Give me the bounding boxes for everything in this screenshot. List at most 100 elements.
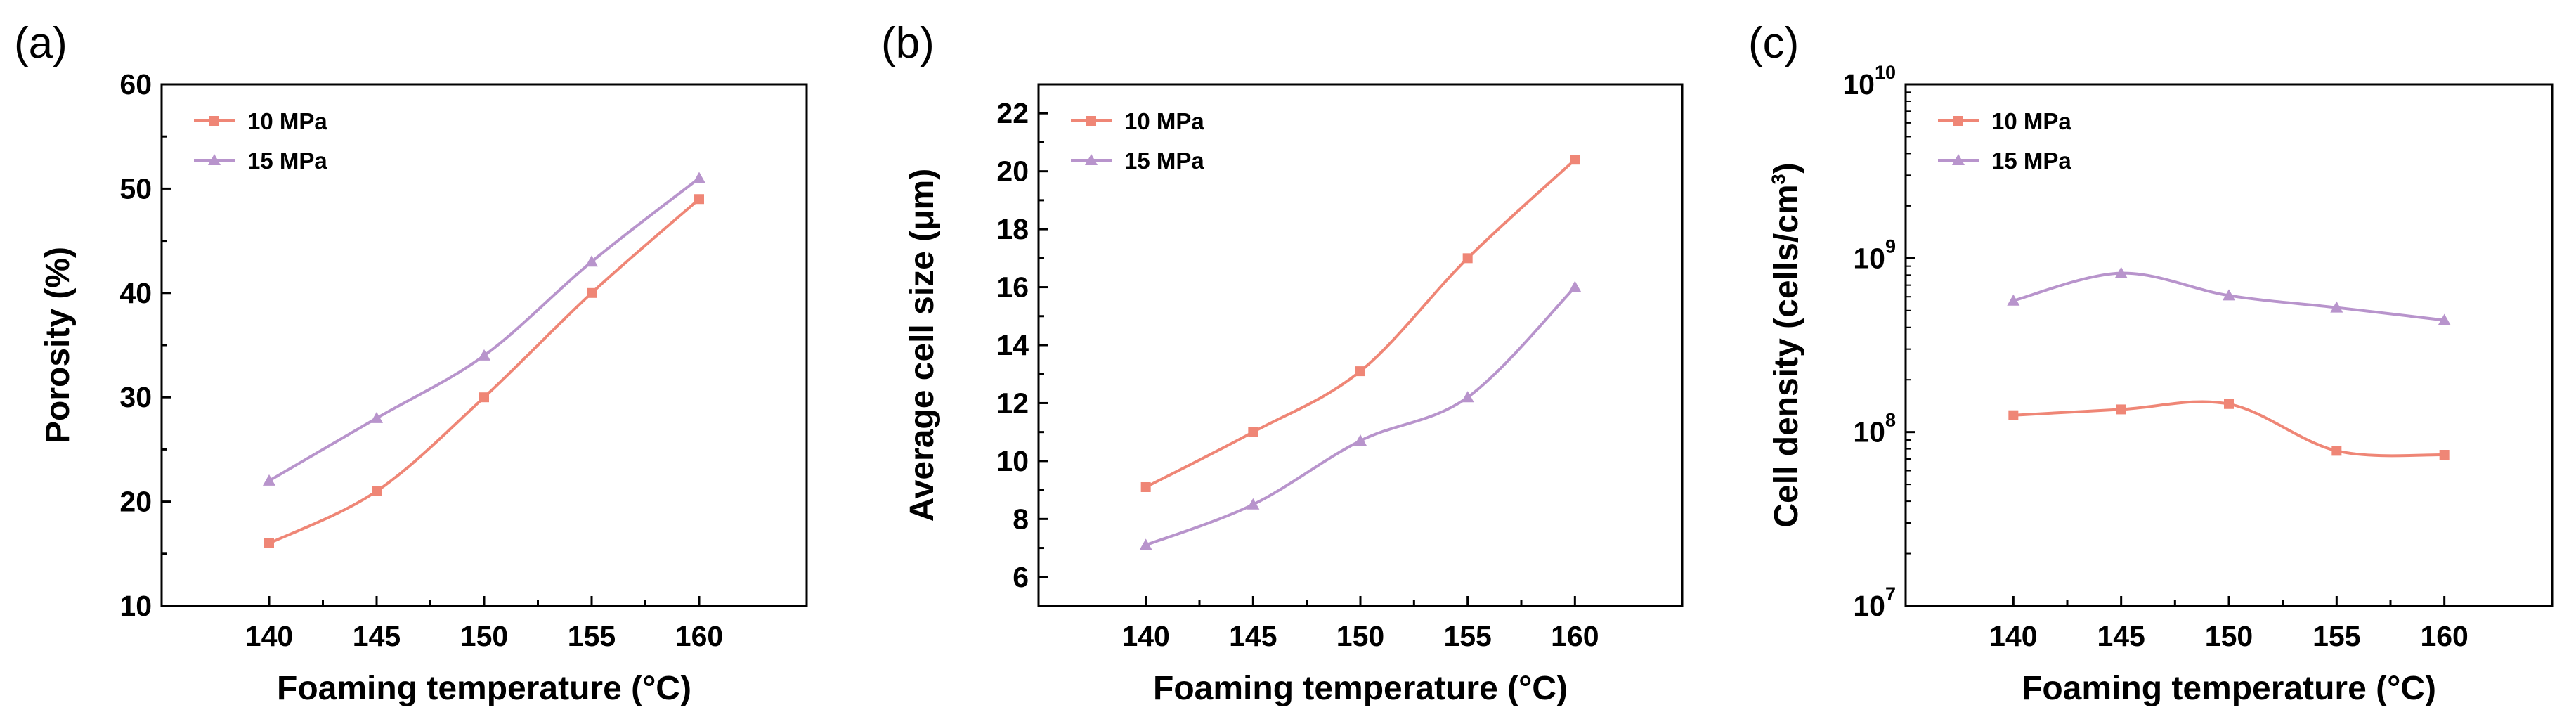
x-tick-label: 140 bbox=[245, 620, 293, 652]
y-tick-label: 20 bbox=[996, 155, 1029, 188]
y-axis-title: Average cell size (μm) bbox=[904, 169, 941, 522]
y-tick-label: 109 bbox=[1853, 235, 1896, 274]
data-point bbox=[1248, 427, 1258, 437]
x-tick-label: 140 bbox=[1121, 620, 1169, 652]
legend-marker bbox=[208, 154, 221, 165]
legend-entry: 10 MPa bbox=[1071, 108, 1204, 134]
chart-panel-1: (a) 140 145 150 155 160 10 20 30 40 50 60 Foaming te… bbox=[14, 19, 808, 707]
data-point bbox=[1247, 498, 1260, 510]
legend-label: 15 MPa bbox=[1124, 148, 1204, 174]
legend-label: 10 MPa bbox=[1991, 108, 2071, 134]
y-tick-label: 20 bbox=[119, 486, 152, 518]
data-point bbox=[2116, 404, 2126, 415]
panel-label: (b) bbox=[881, 19, 935, 67]
data-point bbox=[2224, 399, 2234, 409]
x-tick-label: 155 bbox=[1443, 620, 1491, 652]
data-point bbox=[2008, 410, 2019, 420]
y-tick-label: 10 bbox=[119, 590, 152, 622]
panel-label: (a) bbox=[14, 19, 67, 67]
y-tick-label: 12 bbox=[996, 387, 1029, 419]
series-10-mpa bbox=[264, 194, 704, 548]
legend-entry: 15 MPa bbox=[1071, 148, 1204, 174]
y-tick-label: 18 bbox=[996, 213, 1029, 245]
series-line bbox=[268, 176, 701, 482]
legend-marker bbox=[1086, 116, 1096, 126]
data-point bbox=[478, 349, 490, 361]
y-axis-title-end: ) bbox=[1768, 162, 1805, 174]
data-point bbox=[2114, 266, 2128, 278]
chart-panel-2: (b) 140 145 150 155 160 6 8 10 12 14 16 18 20 22 Foamin… bbox=[881, 19, 1684, 707]
y-tick-exponent: 9 bbox=[1885, 235, 1896, 257]
y-tick-label: 108 bbox=[1853, 410, 1896, 448]
x-tick-label: 140 bbox=[1989, 620, 2037, 652]
data-point bbox=[370, 411, 383, 423]
series-line bbox=[1145, 286, 1576, 547]
y-tick-label: 8 bbox=[1013, 503, 1029, 535]
legend-marker bbox=[209, 116, 219, 126]
data-point bbox=[263, 474, 275, 486]
y-tick-label: 16 bbox=[996, 271, 1029, 304]
data-point bbox=[694, 194, 704, 205]
y-tick-label: 22 bbox=[996, 97, 1029, 129]
data-point bbox=[1570, 155, 1580, 165]
series-15-mpa bbox=[263, 172, 705, 486]
legend-marker bbox=[1953, 116, 1963, 126]
y-tick-exponent: 8 bbox=[1885, 410, 1896, 431]
y-axis-title-main: Cell density (cells/cm bbox=[1768, 184, 1805, 527]
y-tick-exponent: 10 bbox=[1875, 62, 1896, 83]
series-line bbox=[2013, 400, 2445, 458]
y-axis-title: Porosity (%) bbox=[39, 247, 77, 444]
x-tick-label: 150 bbox=[460, 620, 508, 652]
series-line bbox=[268, 198, 701, 545]
x-axis-title: Foaming temperature (°C) bbox=[2022, 670, 2436, 707]
data-point bbox=[2007, 294, 2020, 306]
y-tick-label: 10 bbox=[996, 445, 1029, 477]
series-10-mpa bbox=[1140, 155, 1580, 492]
y-tick-label: 60 bbox=[119, 68, 152, 101]
legend-entry: 15 MPa bbox=[194, 148, 327, 174]
y-tick-label: 40 bbox=[119, 277, 152, 309]
data-point bbox=[587, 287, 597, 298]
y-tick-label: 14 bbox=[996, 329, 1029, 361]
legend-label: 15 MPa bbox=[247, 148, 327, 174]
data-point bbox=[693, 172, 705, 183]
y-axis-title-sup: 3 bbox=[1768, 174, 1789, 184]
data-point bbox=[1355, 366, 1365, 377]
y-tick-label: 30 bbox=[119, 381, 152, 413]
x-tick-label: 150 bbox=[1336, 620, 1384, 652]
y-tick-base: 10 bbox=[1853, 590, 1885, 622]
data-point bbox=[2223, 289, 2235, 301]
y-tick-label: 1010 bbox=[1842, 62, 1896, 101]
data-point bbox=[1568, 280, 1582, 292]
y-tick-label: 6 bbox=[1013, 561, 1029, 593]
series-15-mpa bbox=[1139, 280, 1582, 550]
y-tick-label: 107 bbox=[1853, 583, 1896, 622]
legend-label: 10 MPa bbox=[1124, 108, 1204, 134]
x-tick-label: 160 bbox=[1551, 620, 1599, 652]
y-tick-exponent: 7 bbox=[1885, 583, 1896, 605]
data-point bbox=[1140, 481, 1151, 492]
x-axis-title: Foaming temperature (°C) bbox=[277, 670, 691, 707]
data-point bbox=[1354, 434, 1367, 446]
legend-marker bbox=[1085, 154, 1098, 165]
x-tick-label: 155 bbox=[568, 620, 616, 652]
legend-entry: 15 MPa bbox=[1938, 148, 2071, 174]
legend-marker bbox=[1952, 154, 1965, 165]
data-point bbox=[2438, 313, 2451, 325]
x-tick-label: 145 bbox=[1229, 620, 1277, 652]
x-axis-title: Foaming temperature (°C) bbox=[1153, 670, 1568, 707]
data-point bbox=[1139, 538, 1152, 550]
legend-label: 15 MPa bbox=[1991, 148, 2071, 174]
data-point bbox=[585, 255, 598, 267]
x-tick-label: 145 bbox=[353, 620, 401, 652]
data-point bbox=[264, 538, 274, 548]
legend-entry: 10 MPa bbox=[1938, 108, 2071, 134]
series-15-mpa bbox=[2007, 266, 2451, 325]
panel-label: (c) bbox=[1748, 19, 1799, 67]
y-tick-base: 10 bbox=[1853, 242, 1885, 274]
data-point bbox=[479, 392, 489, 403]
y-axis-title: Cell density (cells/cm3) bbox=[1768, 162, 1805, 527]
data-point bbox=[1462, 253, 1473, 264]
